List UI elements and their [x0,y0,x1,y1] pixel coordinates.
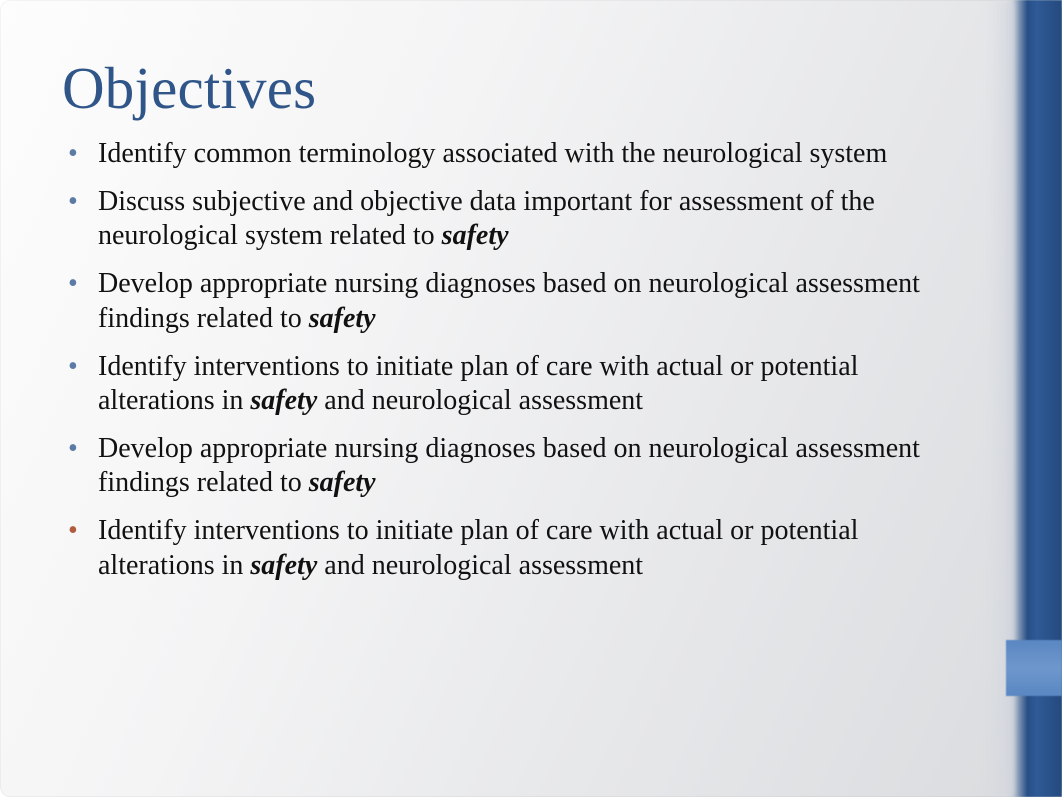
emphasis-text: safety [250,550,317,581]
objective-item: Identify interventions to initiate plan … [92,350,962,418]
slide: Objectives Identify common terminology a… [0,0,1062,797]
slide-content: Objectives Identify common terminology a… [62,54,962,597]
right-accent-square [1006,640,1062,696]
emphasis-text: safety [309,303,376,334]
slide-title: Objectives [62,54,962,123]
objective-item: Develop appropriate nursing diagnoses ba… [92,267,962,335]
emphasis-text: safety [250,385,317,416]
objective-item: Identify common terminology associated w… [92,137,962,171]
objective-item: Discuss subjective and objective data im… [92,185,962,253]
emphasis-text: safety [442,220,509,251]
emphasis-text: safety [309,467,376,498]
objective-item: Develop appropriate nursing diagnoses ba… [92,432,962,500]
objectives-list: Identify common terminology associated w… [62,137,962,583]
objective-item: Identify interventions to initiate plan … [92,514,962,582]
